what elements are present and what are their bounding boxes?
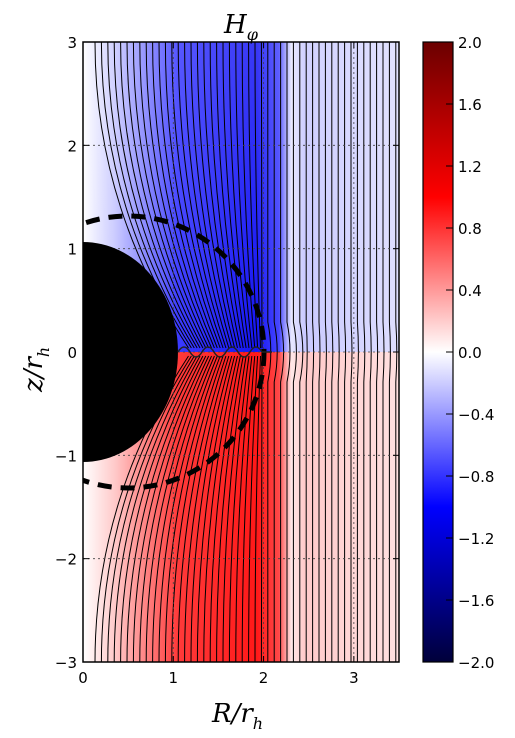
field-line: [369, 42, 372, 662]
colorbar-tick-label: 0.8: [458, 220, 482, 238]
x-axis-label: R/rh: [211, 699, 263, 733]
field-line: [209, 42, 241, 662]
field-line: [177, 42, 227, 662]
x-tick-label: 2: [259, 669, 269, 687]
y-axis: 3 2 1 0 −1 −2 −3: [55, 34, 399, 672]
colorbar-tick-label: −0.4: [458, 406, 494, 424]
colorbar-tick-label: −2.0: [458, 654, 494, 672]
y-axis-label: z/rh: [19, 347, 53, 393]
xlabel-main: R/r: [211, 699, 254, 729]
field-line: [164, 42, 221, 662]
field-line: [107, 42, 195, 662]
colorbar-tick-label: 1.2: [458, 158, 482, 176]
ylabel-sub: h: [34, 347, 53, 357]
y-tick-label: 3: [67, 34, 77, 52]
colorbar-tick-label: −1.6: [458, 592, 494, 610]
field-line: [228, 42, 250, 662]
chart-title: Hφ: [223, 10, 259, 44]
x-tick-label: 1: [169, 669, 179, 687]
y-tick-label: −2: [55, 551, 77, 569]
field-line: [324, 42, 327, 662]
field-line: [126, 42, 204, 662]
field-line: [388, 42, 391, 662]
field-line: [152, 42, 215, 662]
y-tick-label: −3: [55, 654, 77, 672]
field-line: [132, 42, 207, 662]
y-tick-label: 1: [67, 241, 77, 259]
colorbar-tick-label: 0.4: [458, 282, 482, 300]
colorbar-ticks: 2.0 1.6 1.2 0.8 0.4 0.0 −0.4 −0.8 −1.2 −1.6 −2.0: [446, 34, 494, 672]
colorbar-tick-label: −1.2: [458, 530, 494, 548]
field-line: [331, 42, 334, 662]
field-line: [292, 42, 297, 662]
heatmap-field: [83, 42, 399, 662]
field-line: [376, 42, 379, 662]
field-line: [241, 42, 256, 662]
field-line: [260, 42, 263, 662]
field-line: [273, 42, 278, 662]
y-tick-label: 2: [67, 137, 77, 155]
black-sphere: [83, 242, 178, 462]
colorbar-tick-label: −0.8: [458, 468, 494, 486]
xlabel-sub: h: [253, 714, 263, 733]
field-line: [190, 42, 233, 662]
field-line: [305, 42, 308, 662]
field-line: [145, 42, 212, 662]
field-line: [350, 42, 353, 662]
field-line: [196, 42, 236, 662]
colorbar-tick-label: 2.0: [458, 34, 482, 52]
x-tick-label: 3: [349, 669, 359, 687]
field-line: [184, 42, 230, 662]
y-tick-label: −1: [55, 447, 77, 465]
field-line: [158, 42, 218, 662]
field-line: [222, 42, 247, 662]
x-axis: 0 1 2 3: [78, 42, 359, 687]
ylabel-main: z/r: [19, 356, 49, 393]
field-line: [139, 42, 210, 662]
colorbar-tick-label: 1.6: [458, 96, 482, 114]
field-line: [344, 42, 347, 662]
y-tick-label: 0: [67, 344, 77, 362]
colorbar-tick-label: 0.0: [458, 344, 482, 362]
field-line: [113, 42, 198, 662]
field-line: [171, 42, 224, 662]
field-line: [120, 42, 201, 662]
title-sub: φ: [247, 25, 259, 44]
field-line: [248, 42, 259, 662]
field-line: [299, 42, 304, 662]
field-line: [203, 42, 238, 662]
title-main: H: [223, 10, 248, 40]
equator-wiggle: [177, 346, 272, 358]
field-line: [216, 42, 244, 662]
x-tick-label: 0: [78, 669, 88, 687]
field-line: [235, 42, 253, 662]
